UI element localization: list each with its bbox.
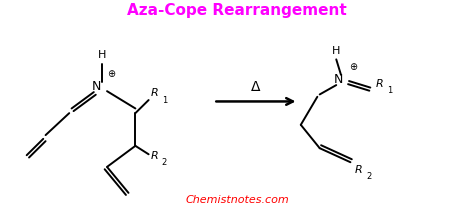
Text: R: R [355,165,363,174]
Text: R: R [151,88,158,98]
Text: ⊕: ⊕ [107,69,115,79]
Text: ⊕: ⊕ [349,62,357,72]
Text: 2: 2 [366,172,372,181]
Text: N: N [92,80,101,93]
Text: Chemistnotes.com: Chemistnotes.com [185,195,289,205]
Text: 1: 1 [387,86,392,95]
Text: N: N [334,73,343,86]
Text: R: R [375,79,383,89]
Text: Aza-Cope Rearrangement: Aza-Cope Rearrangement [127,3,347,18]
Text: 1: 1 [162,96,167,105]
Text: H: H [332,46,340,56]
Text: H: H [98,50,107,60]
Text: Δ: Δ [251,80,261,94]
Text: 2: 2 [162,158,167,167]
Text: R: R [151,151,158,162]
